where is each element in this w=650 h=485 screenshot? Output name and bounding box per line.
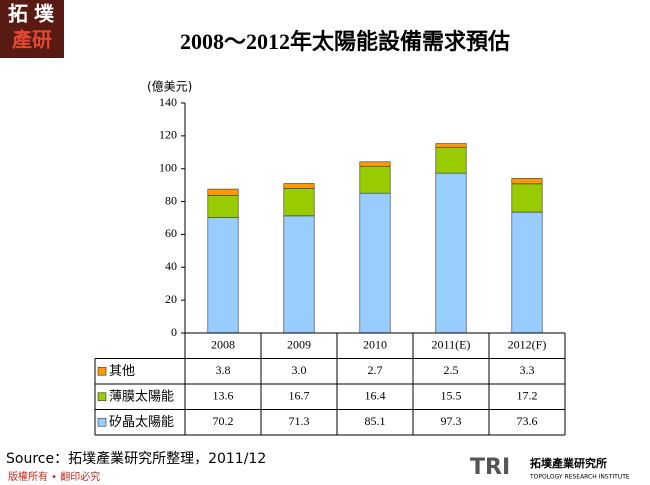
bar-segment — [511, 183, 543, 213]
value-label: 3.3 — [520, 363, 535, 377]
x-tick-label: 2009 — [287, 338, 311, 352]
footer: 版權所有 • 翻印必究 — [8, 470, 100, 483]
logo-text: 墣 — [34, 3, 55, 26]
bar-segment — [435, 147, 467, 174]
x-tick-label: 2011(E) — [432, 338, 471, 352]
legend-key — [97, 366, 107, 376]
bar-segment — [207, 195, 239, 218]
bar-segment — [435, 143, 467, 148]
chart-title: 2008～2012年太陽能設備需求預估 — [180, 29, 510, 54]
y-tick-label: 40 — [165, 259, 177, 273]
bar-segment — [359, 192, 391, 334]
value-label: 73.6 — [517, 414, 538, 428]
x-tick-label: 2012(F) — [508, 338, 547, 352]
bar-segment — [511, 211, 543, 334]
value-label: 2.5 — [444, 363, 459, 377]
bar-segment — [511, 178, 543, 185]
brand-company-en: TOPOLOGY RESEARCH INSTITUTE — [529, 474, 630, 481]
value-label: 13.6 — [213, 389, 234, 403]
bar-segment — [207, 217, 239, 334]
legend-label: 其他 — [109, 364, 135, 379]
value-label: 15.5 — [441, 389, 462, 403]
value-label: 16.4 — [365, 389, 386, 403]
value-label: 70.2 — [213, 414, 234, 428]
y-tick-label: 0 — [171, 325, 177, 339]
y-tick-label: 120 — [159, 128, 177, 142]
value-label: 71.3 — [289, 414, 310, 428]
bar-segment — [359, 161, 391, 167]
value-label: 17.2 — [517, 389, 538, 403]
bar-segment — [283, 183, 315, 189]
source: Source：拓墣產業研究所整理，2011/12 — [6, 450, 266, 467]
value-label: 3.0 — [292, 363, 307, 377]
logo-text: 產研 — [12, 28, 52, 52]
legend-key — [97, 392, 107, 402]
value-label: 2.7 — [368, 363, 383, 377]
logo-text: 拓 — [8, 3, 28, 26]
bar-segment — [359, 165, 391, 194]
legend-label: 矽晶太陽能 — [109, 415, 174, 430]
brand-company: 拓墣產業研究所 — [530, 456, 607, 470]
bar-segment — [283, 188, 315, 217]
legend-label: 薄膜太陽能 — [109, 389, 174, 404]
y-tick-label: 80 — [165, 193, 177, 207]
bar-segment — [283, 215, 315, 334]
x-tick-label: 2008 — [211, 338, 235, 352]
value-label: 3.8 — [216, 363, 231, 377]
y-axis-label: (億美元) — [147, 80, 192, 94]
value-label: 97.3 — [441, 414, 462, 428]
legend-key — [97, 417, 107, 427]
bar-segment — [207, 188, 239, 196]
x-tick-label: 2010 — [363, 338, 387, 352]
value-label: 16.7 — [289, 389, 310, 403]
y-tick-label: 100 — [159, 160, 177, 174]
logo-block — [0, 0, 64, 58]
y-tick-label: 60 — [165, 226, 177, 240]
value-label: 85.1 — [365, 414, 386, 428]
bar-segment — [435, 172, 467, 334]
brand-tri: TRI — [470, 455, 510, 480]
y-tick-label: 20 — [165, 292, 177, 306]
y-tick-label: 140 — [159, 95, 177, 109]
